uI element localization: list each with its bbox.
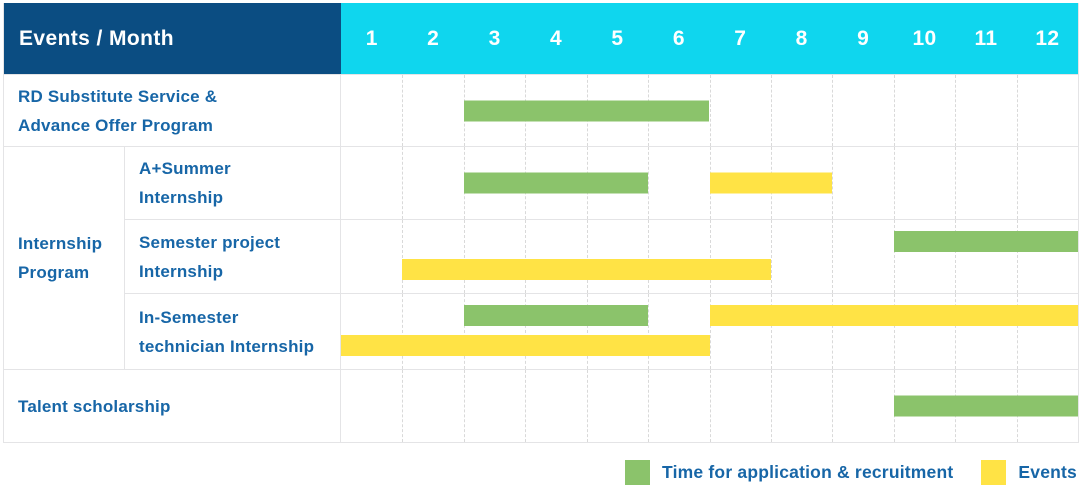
month-gridline	[402, 294, 404, 369]
events-swatch-icon	[981, 460, 1007, 485]
month-gridline	[402, 147, 404, 219]
month-gridline	[955, 147, 957, 219]
month-gridline	[770, 220, 772, 293]
row-label-line: Talent scholarship	[18, 396, 171, 416]
row-label-line: In-Semester	[139, 307, 239, 327]
month-gridline	[463, 220, 465, 293]
row-label-line: Internship	[18, 234, 103, 253]
gantt-bar-application	[463, 100, 710, 121]
month-label: 5	[611, 26, 624, 50]
row-label-cell: In-Semester technician Internship	[125, 293, 341, 369]
month-gridline	[463, 370, 465, 442]
month-label: 4	[549, 26, 562, 50]
row-chart-cell	[341, 74, 1078, 146]
gantt-bar-application	[893, 231, 1078, 252]
events-month-header: Events / Month	[4, 3, 341, 74]
gantt-bar-application	[893, 395, 1078, 417]
gantt-bar-events	[402, 259, 771, 280]
group-label-cell: Internship Program	[4, 146, 125, 369]
row-label-line: Internship	[139, 188, 224, 207]
row-label-line: Internship	[139, 261, 224, 281]
legend: Time for application & recruitment Events	[3, 460, 1079, 485]
month-gridline	[709, 220, 711, 293]
application-swatch-icon	[625, 460, 651, 485]
month-gridline	[586, 370, 588, 442]
row-label-cell: Semester project Internship	[125, 219, 341, 293]
row-chart-cell	[341, 369, 1078, 442]
month-gridline	[832, 75, 834, 146]
month-label: 9	[857, 26, 870, 50]
month-label: 12	[1035, 26, 1060, 50]
month-label: 10	[912, 26, 937, 50]
header-title: Events / Month	[19, 26, 174, 50]
month-gridline	[648, 370, 650, 442]
gantt-bar-events	[709, 305, 1078, 326]
month-gridline	[955, 75, 957, 146]
month-gridline	[709, 370, 711, 442]
row-chart-cell	[341, 146, 1078, 219]
month-gridline	[832, 147, 834, 219]
month-label: 11	[974, 26, 998, 50]
month-gridline	[648, 147, 650, 219]
row-label-line: technician Internship	[139, 336, 315, 356]
month-header-band: 1 2 3 4 5 6 7 8 9 10 11 12	[341, 3, 1078, 74]
gantt-bar-application	[463, 305, 649, 326]
month-gridline	[893, 75, 895, 146]
row-label-line: Advance Offer Program	[18, 115, 214, 135]
row-label-cell: Talent scholarship	[4, 369, 341, 442]
month-gridline	[525, 370, 527, 442]
row-chart-cell	[341, 219, 1078, 293]
legend-item-events: Events	[981, 460, 1077, 485]
month-gridline	[832, 220, 834, 293]
row-label-cell: RD Substitute Service & Advance Offer Pro…	[4, 74, 341, 146]
month-label: 7	[734, 26, 747, 50]
month-gridline	[893, 147, 895, 219]
row-label-line: Program	[18, 263, 90, 282]
legend-label: Time for application & recruitment	[662, 462, 954, 482]
gantt-bar-events	[341, 335, 710, 356]
month-gridline	[402, 220, 404, 293]
legend-item-application: Time for application & recruitment	[625, 460, 953, 485]
month-label: 1	[365, 26, 378, 50]
month-gridline	[709, 75, 711, 146]
gantt-table: Events / Month 1 2 3 4 5 6 7 8 9 10 11 12 RD Substi…	[3, 3, 1079, 443]
month-gridline	[1016, 75, 1018, 146]
row-label-line: RD Substitute Service &	[18, 86, 218, 106]
month-label: 2	[427, 26, 440, 50]
month-gridline	[586, 220, 588, 293]
month-gridline	[525, 220, 527, 293]
row-label-cell: A+Summer Internship	[125, 146, 341, 219]
month-gridline	[1016, 147, 1018, 219]
legend-label: Events	[1018, 462, 1077, 482]
month-gridline	[770, 370, 772, 442]
gantt-bar-application	[463, 172, 649, 194]
month-label: 6	[672, 26, 685, 50]
month-gridline	[402, 75, 404, 146]
row-label-line: A+Summer	[139, 159, 231, 178]
month-label: 3	[488, 26, 501, 50]
month-gridline	[770, 75, 772, 146]
row-chart-cell	[341, 293, 1078, 369]
month-label: 8	[795, 26, 808, 50]
row-label-line: Semester project	[139, 232, 281, 252]
month-gridline	[832, 370, 834, 442]
month-gridline	[402, 370, 404, 442]
gantt-bar-events	[709, 172, 833, 194]
month-gridline	[648, 220, 650, 293]
month-gridline	[648, 294, 650, 369]
